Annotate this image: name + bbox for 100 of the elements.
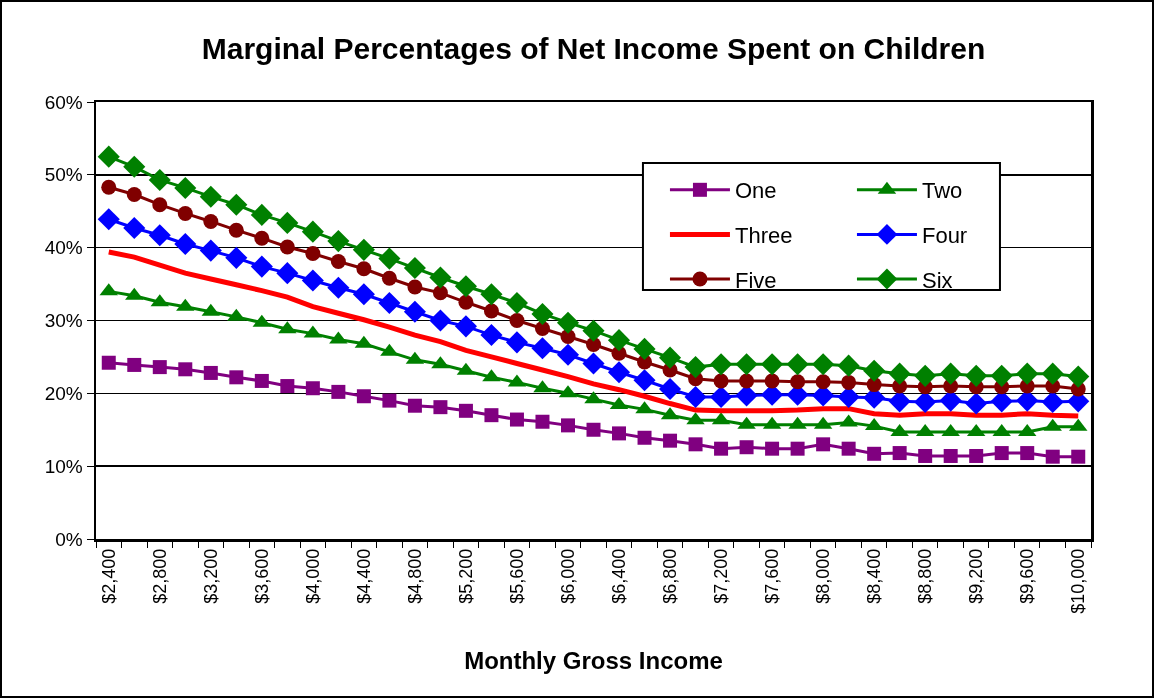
x-tick-label: $3,600 [251, 548, 272, 604]
point [276, 262, 299, 285]
point [1067, 365, 1090, 388]
point [1041, 362, 1064, 385]
point [203, 365, 218, 380]
point [969, 448, 984, 463]
point [688, 437, 703, 452]
point [837, 354, 860, 377]
point [280, 379, 295, 394]
point [582, 319, 605, 342]
x-tick-label: $7,200 [710, 548, 731, 604]
legend-label: Three [734, 222, 793, 248]
y-tick-label: 30% [44, 310, 83, 332]
point [505, 331, 529, 354]
point [432, 285, 448, 301]
point [97, 208, 120, 231]
point [841, 441, 856, 456]
point [560, 418, 575, 433]
point [764, 373, 780, 389]
x-tick-label: $4,400 [353, 548, 374, 604]
point [710, 353, 733, 376]
point [888, 390, 911, 413]
point [433, 400, 448, 415]
y-tick-label: 50% [44, 164, 83, 186]
point [534, 321, 550, 336]
chart-title: Marginal Percentages of Net Income Spent on Children [201, 31, 986, 65]
point [786, 353, 809, 376]
point [790, 441, 805, 456]
point [429, 309, 452, 332]
x-tick-label: $5,600 [506, 548, 527, 604]
point [790, 374, 806, 390]
point [331, 384, 346, 399]
point [458, 403, 473, 418]
point [279, 239, 295, 255]
y-tick-label: 0% [55, 528, 83, 550]
point [509, 313, 525, 328]
x-tick-label: $7,600 [761, 548, 782, 604]
x-tick-label: $6,000 [557, 548, 578, 604]
y-tick-label: 10% [44, 455, 83, 477]
point [101, 355, 116, 370]
point [663, 433, 678, 448]
point [429, 266, 452, 289]
point [1016, 362, 1039, 385]
point [407, 398, 422, 413]
point [276, 211, 299, 234]
x-tick-label: $5,200 [455, 548, 476, 604]
legend-label: Four [921, 222, 968, 248]
point [480, 324, 503, 347]
point [254, 373, 269, 388]
point [148, 224, 171, 247]
point [484, 408, 499, 423]
point [531, 302, 554, 325]
point [1045, 449, 1060, 464]
point [735, 353, 758, 376]
x-tick-label: $8,800 [915, 548, 936, 604]
point [199, 239, 222, 262]
point [684, 356, 707, 379]
point [250, 255, 273, 278]
point [97, 145, 120, 168]
point [483, 303, 499, 319]
point [739, 440, 754, 455]
point [454, 275, 477, 298]
point [535, 414, 550, 429]
point [531, 337, 554, 360]
point [480, 283, 503, 306]
point [378, 291, 401, 315]
point [607, 361, 631, 384]
point [914, 364, 937, 387]
point [816, 437, 831, 452]
point [301, 269, 324, 292]
point [454, 315, 477, 338]
point [123, 216, 146, 240]
point [914, 391, 937, 414]
x-tick-label: $6,400 [608, 548, 629, 604]
y-tick-label: 20% [44, 382, 83, 404]
point [888, 362, 911, 385]
legend-label: Six [921, 267, 953, 293]
point [403, 257, 426, 280]
y-tick-label: 40% [44, 237, 83, 259]
point [637, 430, 652, 445]
point [225, 193, 248, 216]
x-tick-label: $8,000 [812, 548, 833, 604]
point [327, 276, 350, 299]
x-axis-title: Monthly Gross Income [464, 647, 723, 675]
point [352, 238, 375, 261]
point [301, 220, 324, 243]
x-tick-label: $6,800 [659, 548, 680, 604]
point [203, 213, 219, 229]
point [761, 353, 784, 376]
point [556, 343, 580, 366]
point [407, 279, 423, 295]
point [867, 446, 882, 461]
point [177, 205, 193, 221]
legend-label: Two [921, 178, 963, 204]
point [178, 362, 193, 377]
point [658, 346, 682, 369]
point [1041, 391, 1064, 414]
point [458, 294, 474, 310]
point [739, 373, 755, 389]
point [713, 373, 729, 389]
